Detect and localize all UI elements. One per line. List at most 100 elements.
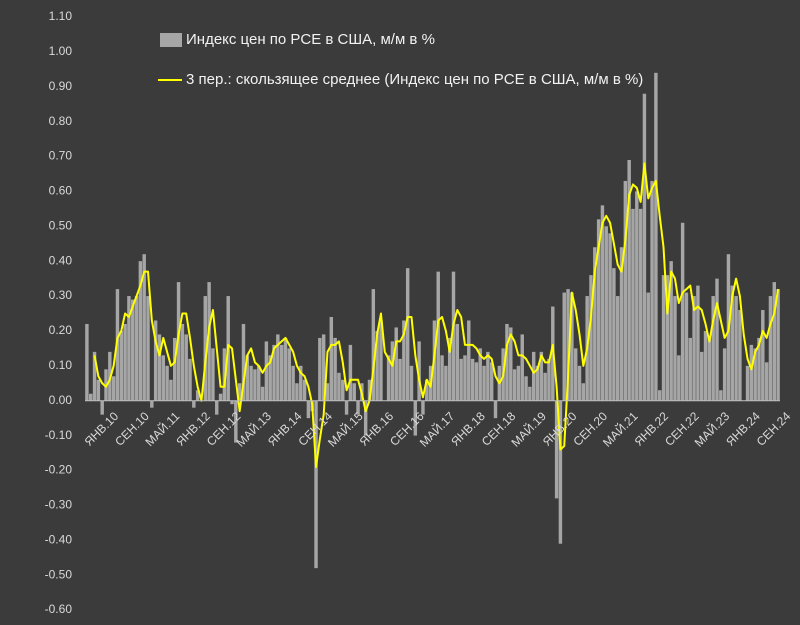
bar — [146, 296, 150, 401]
y-tick-label: 0.40 — [49, 253, 73, 267]
bar — [734, 296, 738, 401]
bar — [657, 390, 662, 401]
bar — [333, 337, 337, 401]
bar — [638, 208, 643, 401]
bar — [707, 337, 712, 401]
bar — [291, 365, 295, 401]
bar — [421, 400, 425, 415]
bar — [520, 334, 524, 401]
bar — [455, 323, 460, 401]
bar — [692, 296, 696, 401]
bar — [188, 358, 192, 401]
bar — [745, 365, 750, 401]
legend: Индекс цен по PCE в США, м/м в % 3 пер.: … — [158, 31, 643, 88]
y-tick-label: 0.30 — [49, 288, 73, 302]
legend-label: 3 пер.: скользящее среднее (Индекс цен п… — [186, 71, 643, 88]
bar — [539, 351, 544, 401]
legend-swatch — [160, 33, 182, 47]
bar — [425, 379, 429, 401]
bar — [673, 296, 677, 401]
bar — [253, 369, 257, 401]
bar — [302, 379, 307, 401]
bar — [444, 365, 448, 401]
bar — [241, 323, 246, 401]
bar — [719, 390, 723, 401]
bar — [440, 355, 444, 401]
y-tick-label: -0.10 — [45, 428, 73, 442]
bar — [596, 219, 601, 401]
bar — [299, 365, 303, 401]
y-tick-label: 0.00 — [49, 393, 73, 407]
bar — [478, 348, 482, 401]
bar — [493, 400, 498, 419]
bar — [211, 348, 215, 401]
bar — [516, 365, 521, 401]
bar — [669, 261, 673, 401]
bar — [677, 355, 681, 401]
bar — [157, 334, 162, 401]
bar — [451, 271, 456, 401]
bar — [581, 383, 586, 401]
bar — [680, 222, 685, 401]
bar — [474, 362, 479, 401]
bar — [287, 348, 292, 401]
bar — [489, 362, 494, 401]
bar — [562, 292, 566, 401]
bar — [650, 180, 654, 401]
y-tick-label: 0.70 — [49, 149, 73, 163]
bar — [264, 341, 269, 401]
bar — [600, 205, 605, 401]
bar — [150, 400, 154, 408]
bar — [486, 351, 490, 401]
bar — [314, 400, 318, 569]
y-tick-label: 0.20 — [49, 323, 73, 337]
bar — [570, 292, 574, 401]
bar — [379, 320, 383, 401]
bar — [528, 386, 532, 401]
bar — [85, 323, 89, 401]
bar — [768, 296, 773, 401]
bar — [654, 72, 658, 401]
y-tick-label: 0.10 — [49, 358, 73, 372]
bar — [142, 254, 146, 401]
bar — [761, 310, 765, 401]
bar — [371, 289, 376, 401]
bar — [260, 386, 265, 401]
bar — [642, 93, 647, 401]
bar — [215, 400, 219, 415]
bar — [329, 316, 334, 401]
bar — [699, 351, 704, 401]
bar — [589, 275, 593, 401]
bar — [615, 296, 620, 401]
bar — [753, 348, 757, 401]
bar — [111, 376, 116, 401]
bar — [772, 282, 776, 401]
bar — [619, 247, 624, 401]
y-tick-label: -0.50 — [45, 567, 73, 581]
bar — [279, 344, 284, 401]
bar — [631, 208, 635, 401]
bar — [512, 369, 517, 401]
bar — [295, 383, 299, 401]
bar — [356, 400, 360, 415]
bar — [730, 285, 734, 401]
bar — [688, 337, 692, 401]
bar — [463, 355, 467, 401]
bar — [566, 289, 570, 401]
bar — [402, 320, 406, 401]
bar — [257, 365, 261, 401]
legend-label: Индекс цен по PCE в США, м/м в % — [186, 31, 435, 48]
bar — [394, 327, 398, 401]
y-tick-label: -0.60 — [45, 602, 73, 616]
y-tick-label: -0.40 — [45, 532, 73, 546]
bar — [92, 351, 97, 401]
bar — [325, 383, 330, 401]
bar — [96, 379, 101, 401]
bar — [405, 268, 410, 401]
bar — [89, 393, 93, 401]
bar — [249, 365, 253, 401]
bar — [447, 337, 452, 401]
bar — [665, 275, 670, 401]
